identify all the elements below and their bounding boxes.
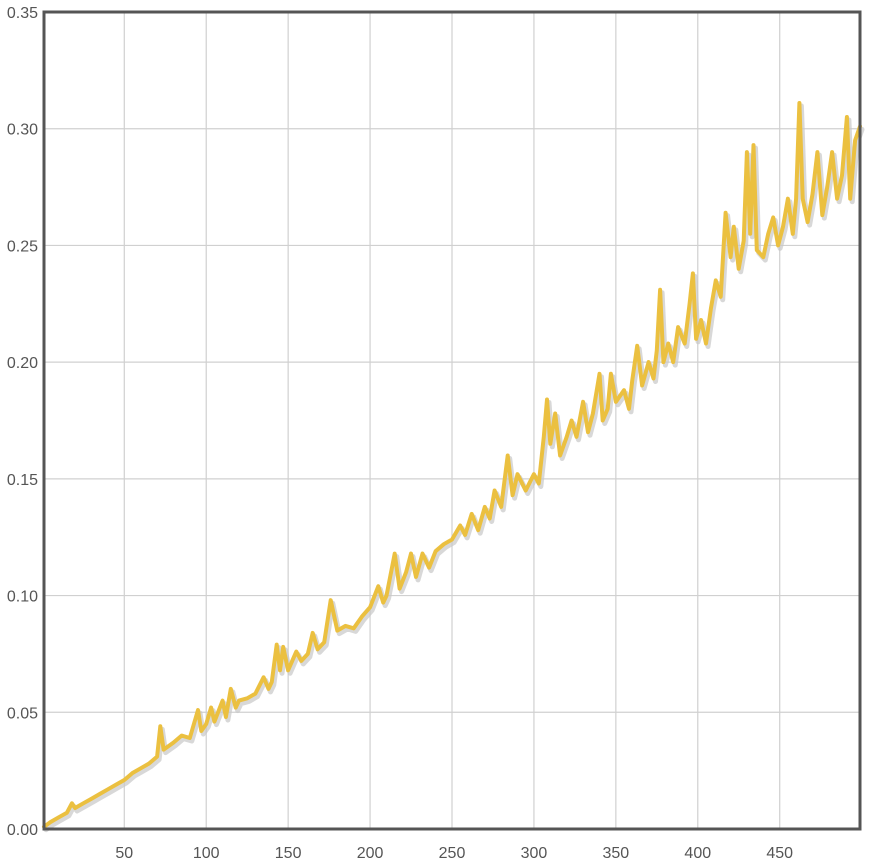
series-line-shadow	[43, 103, 865, 833]
x-axis-ticks: 50 100 150 200 250 300 350 400 450	[115, 845, 793, 862]
x-tick-label: 250	[439, 845, 466, 862]
x-tick-label: 200	[357, 845, 384, 862]
x-tick-label: 450	[766, 845, 793, 862]
y-tick-label: 0.20	[7, 355, 38, 372]
y-tick-label: 0.30	[7, 122, 38, 139]
y-tick-label: 0.15	[7, 472, 38, 489]
series-layer	[42, 101, 865, 833]
y-tick-label: 0.35	[7, 5, 38, 22]
x-tick-label: 150	[275, 845, 302, 862]
x-tick-label: 400	[684, 845, 711, 862]
gridlines	[44, 12, 860, 829]
x-tick-label: 100	[193, 845, 220, 862]
y-tick-label: 0.05	[7, 705, 38, 722]
x-tick-label: 300	[521, 845, 548, 862]
x-tick-label: 50	[115, 845, 133, 862]
x-tick-label: 350	[603, 845, 630, 862]
series-line	[42, 101, 862, 829]
y-tick-label: 0.25	[7, 238, 38, 255]
plot-frame	[42, 10, 862, 831]
y-tick-label: 0.00	[7, 822, 38, 839]
y-axis-ticks: 0.00 0.05 0.10 0.15 0.20 0.25 0.30 0.35	[7, 5, 38, 839]
y-tick-label: 0.10	[7, 589, 38, 606]
